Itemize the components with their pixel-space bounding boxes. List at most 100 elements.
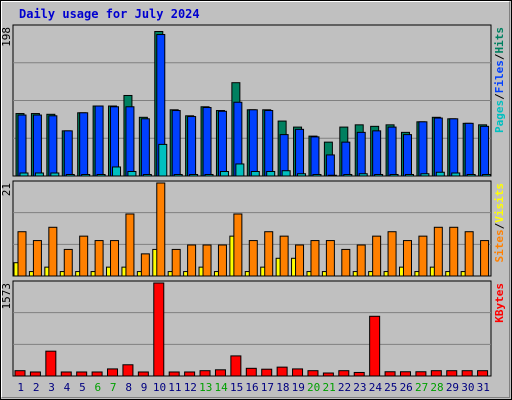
sites-bar (156, 182, 166, 277)
sites-bar (17, 231, 27, 277)
kbytes-bar (137, 371, 149, 377)
sites-bar (264, 231, 274, 277)
pages-bar (466, 173, 476, 177)
panel-2-plot-area (12, 280, 492, 377)
day-label: 19 (292, 381, 305, 394)
sites-bar (449, 226, 459, 277)
sites-bar (187, 244, 197, 277)
kbytes-bar (76, 371, 88, 377)
pages-bar (389, 173, 399, 177)
kbytes-bar (353, 371, 365, 377)
kbytes-bar (322, 372, 334, 377)
day-label: 5 (79, 381, 86, 394)
day-label: 10 (153, 381, 166, 394)
sites-bar (402, 240, 412, 277)
day-label: 4 (64, 381, 71, 394)
files-bar (63, 130, 73, 177)
pages-bar (420, 173, 430, 177)
kbytes-bar (292, 368, 304, 377)
files-bar (140, 118, 150, 177)
day-label: 27 (415, 381, 428, 394)
files-bar (264, 110, 274, 177)
files-bar (125, 106, 135, 177)
sites-bar (217, 244, 227, 277)
legend-separator: / (493, 53, 506, 60)
day-label: 11 (168, 381, 181, 394)
files-bar (480, 125, 490, 177)
files-bar (341, 141, 351, 177)
day-label: 14 (215, 381, 229, 394)
sites-bar (356, 244, 366, 277)
files-bar (171, 110, 181, 177)
sites-bar (110, 240, 120, 277)
kbytes-bar (214, 369, 226, 377)
legend-item-hits: Hits (493, 27, 506, 54)
pages-bar (112, 166, 122, 177)
pages-bar (374, 173, 384, 177)
legend-item-sites: Sites (493, 229, 506, 262)
files-bar (202, 107, 212, 177)
day-label: 29 (446, 381, 459, 394)
sites-bar (433, 226, 443, 277)
files-bar (464, 122, 474, 177)
pages-bar (34, 172, 44, 177)
files-bar (17, 114, 27, 177)
pages-bar (158, 143, 168, 177)
kbytes-bar (461, 370, 473, 377)
sites-bar (387, 231, 397, 277)
files-bar (310, 136, 320, 177)
kbytes-bar (199, 370, 211, 377)
sites-bar (372, 235, 382, 277)
pages-bar (297, 173, 307, 177)
day-label: 21 (322, 381, 335, 394)
pages-bar (189, 173, 199, 177)
pages-bar (19, 172, 29, 177)
pages-bar (266, 170, 276, 177)
day-label: 28 (430, 381, 443, 394)
day-label: 8 (125, 381, 132, 394)
panel-0-max-label: 198 (0, 27, 13, 47)
files-bar (449, 118, 459, 177)
files-bar (79, 112, 89, 177)
sites-bar (202, 244, 212, 277)
day-label: 6 (94, 381, 101, 394)
kbytes-bar (338, 370, 350, 377)
day-label: 31 (477, 381, 490, 394)
day-label: 7 (110, 381, 117, 394)
files-bar (217, 110, 227, 177)
pages-bar (358, 173, 368, 177)
kbytes-bar (230, 355, 242, 377)
panel-1-legend: Sites/Visits (493, 183, 506, 263)
files-bar (387, 126, 397, 177)
kbytes-bar (153, 282, 165, 377)
pages-bar (482, 173, 492, 177)
pages-bar (65, 173, 75, 177)
kbytes-bar (261, 368, 273, 377)
kbytes-bar (446, 370, 458, 377)
kbytes-bar (384, 371, 396, 377)
pages-bar (327, 174, 337, 177)
day-label: 22 (338, 381, 351, 394)
files-bar (248, 109, 258, 177)
day-label: 30 (461, 381, 474, 394)
day-label: 17 (261, 381, 274, 394)
legend-separator: / (493, 222, 506, 229)
files-bar (325, 154, 335, 177)
pages-bar (281, 170, 291, 177)
day-label: 16 (245, 381, 258, 394)
kbytes-bar (45, 350, 57, 377)
files-bar (32, 114, 42, 177)
files-bar (433, 117, 443, 177)
sites-bar (48, 226, 58, 277)
sites-bar (79, 235, 89, 277)
pages-bar (235, 163, 245, 177)
day-label: 2 (33, 381, 40, 394)
sites-bar (248, 240, 258, 277)
panel-2-max-label: 1573 (0, 283, 13, 310)
kbytes-bar (29, 371, 41, 377)
legend-item-pages: Pages (493, 100, 506, 133)
day-label: 18 (276, 381, 289, 394)
sites-bar (295, 244, 305, 277)
day-label: 23 (353, 381, 366, 394)
sites-bar (325, 240, 335, 277)
